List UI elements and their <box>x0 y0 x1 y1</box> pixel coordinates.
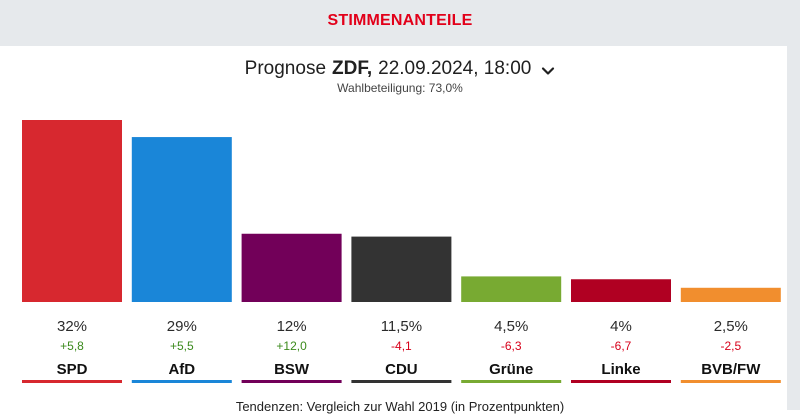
results-panel <box>0 46 787 410</box>
party-label-3: CDU <box>385 361 418 378</box>
change-label-1: +5,5 <box>170 339 194 353</box>
forecast-type-label: Prognose <box>244 58 327 79</box>
value-label-1: 29% <box>167 318 197 335</box>
value-label-4: 4,5% <box>494 318 528 335</box>
footnote: Tendenzen: Vergleich zur Wahl 2019 (in P… <box>235 399 565 414</box>
party-label-1: AfD <box>168 361 195 378</box>
bar-4 <box>461 276 562 302</box>
value-label-3: 11,5% <box>381 318 422 335</box>
party-label-0: SPD <box>57 361 88 378</box>
party-label-2: BSW <box>274 361 310 378</box>
section-header: STIMMENANTEILE <box>0 0 800 46</box>
forecast-source: ZDF, <box>332 58 373 79</box>
change-label-5: -6,7 <box>611 339 632 353</box>
bar-1 <box>131 137 232 302</box>
change-label-6: -2,5 <box>720 339 741 353</box>
change-label-4: -6,3 <box>501 339 522 353</box>
party-label-4: Grüne <box>489 361 533 378</box>
party-underline-3 <box>351 380 452 383</box>
party-underline-1 <box>131 380 232 383</box>
party-label-5: Linke <box>601 361 640 378</box>
scroll-gutter <box>787 46 800 410</box>
value-label-6: 2,5% <box>714 318 748 335</box>
party-underline-0 <box>22 380 122 383</box>
value-label-5: 4% <box>610 318 632 335</box>
chevron-down-icon[interactable] <box>541 62 555 76</box>
change-label-3: -4,1 <box>391 339 412 353</box>
turnout-label: Wahlbeteiligung: 73,0% <box>337 81 463 95</box>
value-label-0: 32% <box>57 318 87 335</box>
change-label-0: +5,8 <box>60 339 84 353</box>
bar-3 <box>351 236 452 302</box>
party-label-6: BVB/FW <box>701 361 761 378</box>
bar-2 <box>241 233 342 302</box>
party-underline-4 <box>461 380 562 383</box>
forecast-selector[interactable]: Prognose ZDF, 22.09.2024, 18:00 <box>0 58 800 80</box>
bar-5 <box>571 279 671 302</box>
bar-0 <box>22 120 122 302</box>
party-underline-6 <box>680 380 781 383</box>
bar-6 <box>680 287 781 302</box>
forecast-datetime: 22.09.2024, 18:00 <box>378 58 532 79</box>
section-title: STIMMENANTEILE <box>327 12 473 29</box>
party-underline-5 <box>571 380 671 383</box>
value-label-2: 12% <box>277 318 307 335</box>
party-underline-2 <box>241 380 342 383</box>
change-label-2: +12,0 <box>276 339 307 353</box>
